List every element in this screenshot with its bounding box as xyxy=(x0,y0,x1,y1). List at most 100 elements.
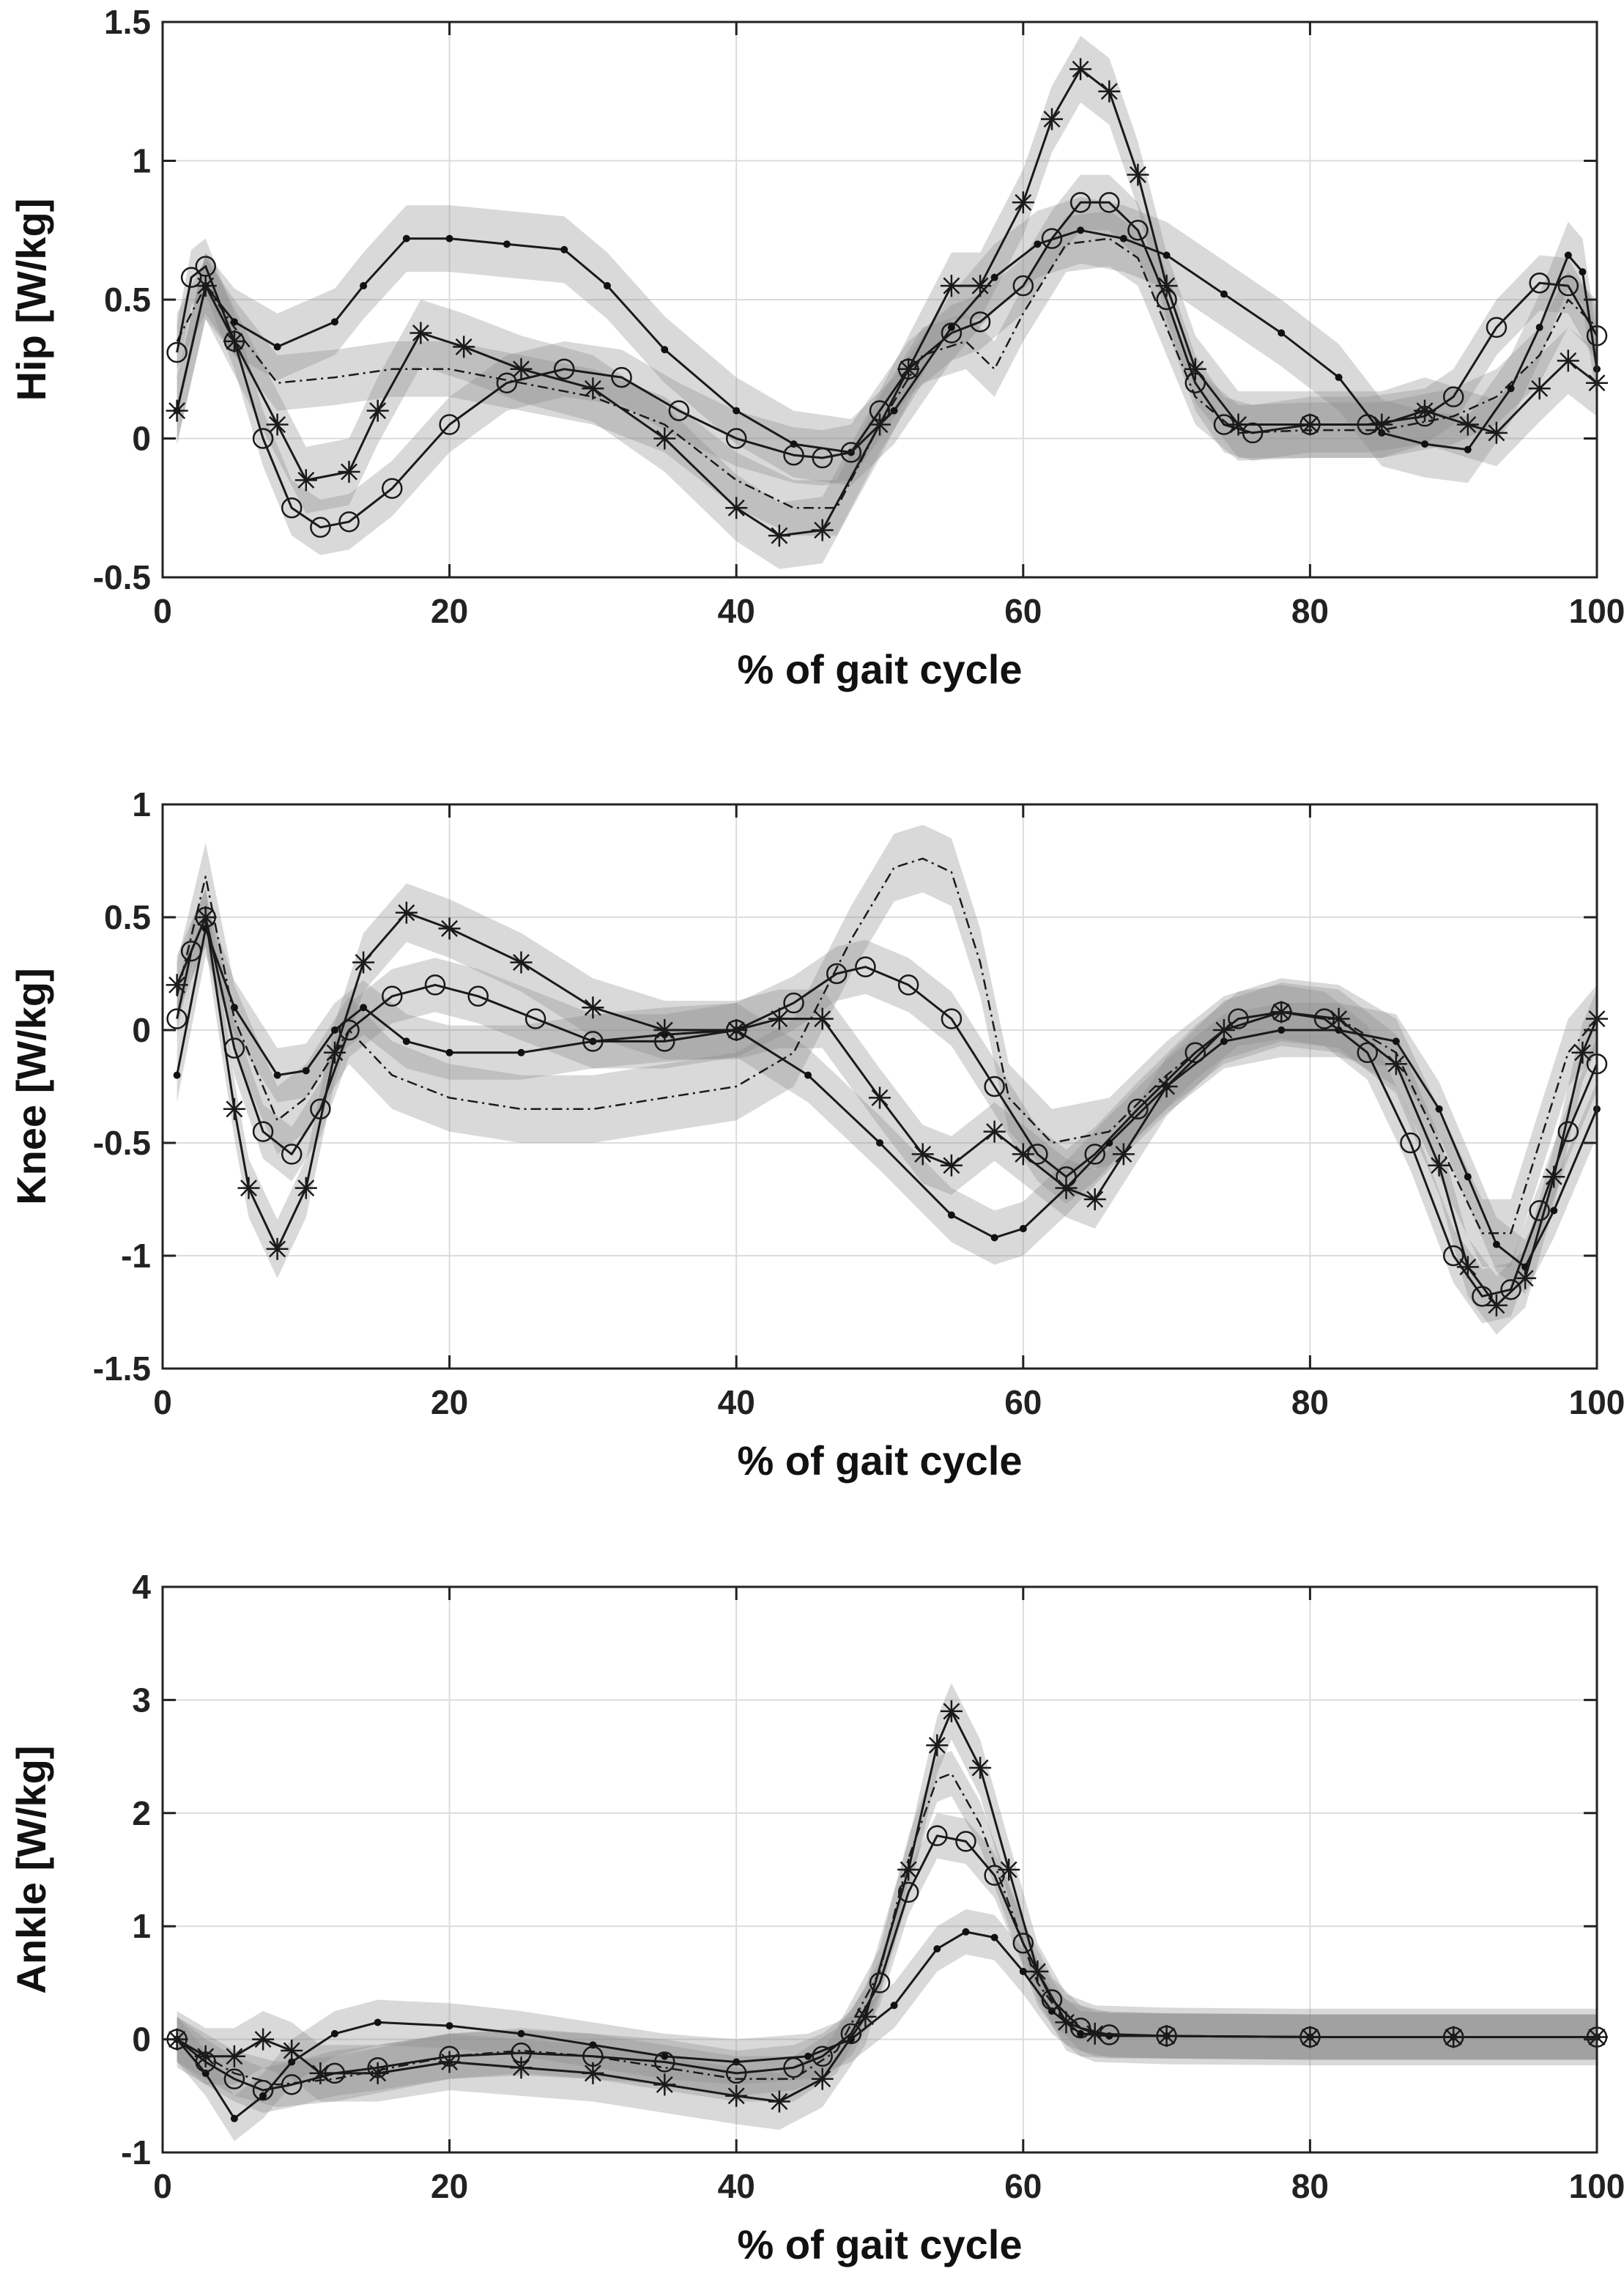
data-point xyxy=(1127,1098,1149,1120)
data-point xyxy=(840,2023,862,2045)
data-point xyxy=(1099,192,1120,213)
plot-area xyxy=(163,804,1597,1369)
data-point xyxy=(1571,1041,1594,1064)
data-point xyxy=(273,343,281,351)
x-tick-label: 80 xyxy=(1291,592,1329,630)
data-point xyxy=(438,917,461,940)
data-point xyxy=(911,1143,934,1166)
data-point xyxy=(1119,234,1127,242)
x-tick-label: 60 xyxy=(1004,592,1042,630)
data-point xyxy=(854,2005,877,2028)
data-point xyxy=(360,282,368,290)
data-point xyxy=(445,234,453,242)
data-point xyxy=(811,2067,834,2090)
data-point xyxy=(1456,1256,1479,1278)
data-point xyxy=(273,1071,281,1079)
data-point xyxy=(1371,413,1393,436)
data-point xyxy=(1019,1967,1027,1975)
y-tick-label: -0.5 xyxy=(93,558,151,596)
data-point xyxy=(402,234,410,242)
y-tick-label: 0 xyxy=(132,1011,151,1049)
data-point xyxy=(173,1071,181,1079)
data-point xyxy=(783,992,804,1014)
data-point xyxy=(1550,1207,1558,1215)
x-tick-label: 60 xyxy=(1004,1383,1042,1421)
data-point xyxy=(259,2092,267,2100)
data-point xyxy=(940,1700,963,1722)
data-point xyxy=(338,511,360,533)
data-point xyxy=(166,1008,188,1029)
band-dashdot xyxy=(177,210,1598,536)
data-point xyxy=(223,1097,245,1120)
data-point xyxy=(1421,440,1429,448)
data-point xyxy=(984,1075,1005,1097)
band-circles xyxy=(177,890,1598,1324)
data-point xyxy=(1212,1019,1235,1041)
y-tick-label: 0.5 xyxy=(104,281,151,319)
data-point xyxy=(330,1026,338,1034)
band-stars xyxy=(177,1683,1598,2130)
x-tick-label: 100 xyxy=(1569,592,1624,630)
data-point xyxy=(927,1825,948,1846)
data-point xyxy=(330,318,338,326)
data-point xyxy=(1529,1200,1550,1221)
data-point xyxy=(955,1831,976,1852)
data-point xyxy=(281,497,303,519)
data-point xyxy=(1155,1075,1178,1097)
y-axis-label: Ankle [W/kg] xyxy=(8,1745,54,1993)
data-point xyxy=(990,273,998,281)
y-tick-label: 0 xyxy=(132,420,151,458)
x-tick-label: 0 xyxy=(153,592,172,630)
series-dashdot xyxy=(176,237,1598,509)
data-point xyxy=(223,2045,245,2067)
data-point xyxy=(352,951,375,974)
data-point xyxy=(1012,191,1034,214)
data-point xyxy=(496,372,518,393)
data-point xyxy=(768,525,790,547)
data-point xyxy=(1041,228,1063,249)
x-tick-label: 60 xyxy=(1004,2167,1042,2205)
data-point xyxy=(166,974,188,996)
y-tick-label: 1 xyxy=(132,1907,151,1945)
data-point xyxy=(360,1004,368,1012)
x-axis-label: % of gait cycle xyxy=(737,1437,1022,1484)
x-tick-label: 20 xyxy=(431,2167,468,2205)
band-dots xyxy=(177,1909,1598,2141)
confidence-bands xyxy=(177,824,1598,1335)
data-point xyxy=(338,461,360,483)
data-point xyxy=(439,414,460,435)
chart-panel-1: 0 20 40 60 80 100 -1.5 -1 -0.5 0 0.5 1 % of gait cyc… xyxy=(8,785,1624,1484)
data-point xyxy=(223,2068,245,2089)
data-point xyxy=(933,1945,941,1953)
axis-box xyxy=(161,803,1598,1370)
data-point xyxy=(1041,108,1063,130)
data-point xyxy=(252,1121,274,1142)
data-point xyxy=(1055,1177,1078,1199)
data-point xyxy=(1442,2026,1465,2048)
data-point xyxy=(768,2090,790,2113)
data-point xyxy=(1535,323,1543,331)
data-point xyxy=(166,399,188,422)
data-point xyxy=(969,311,991,333)
data-point xyxy=(1464,1173,1472,1181)
series-line-dashdot xyxy=(176,857,1598,1234)
x-tick-label: 20 xyxy=(431,1383,468,1421)
y-tick-label: 3 xyxy=(132,1681,151,1719)
data-point xyxy=(969,1757,992,1779)
data-point xyxy=(725,1019,748,1041)
x-tick-label: 100 xyxy=(1569,1383,1624,1421)
data-point xyxy=(725,2084,748,2107)
data-point xyxy=(445,1048,453,1056)
data-point xyxy=(840,442,862,463)
data-point xyxy=(409,322,432,344)
data-point xyxy=(1127,163,1149,186)
data-point xyxy=(424,974,446,996)
data-point xyxy=(897,974,919,996)
data-point xyxy=(294,469,317,492)
data-point xyxy=(1557,349,1579,372)
data-point xyxy=(223,330,245,352)
data-point xyxy=(510,951,533,974)
data-point xyxy=(725,2062,747,2084)
data-point xyxy=(582,996,604,1019)
y-tick-label: 1 xyxy=(132,785,151,823)
